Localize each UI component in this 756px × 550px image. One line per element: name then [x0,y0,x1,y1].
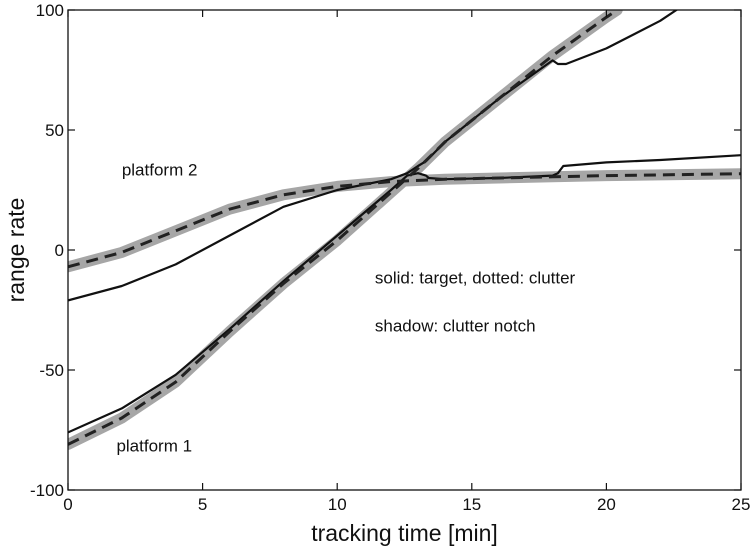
x-tick-label: 15 [462,495,481,514]
y-tick-label: -50 [39,361,64,380]
x-tick-label: 5 [198,495,207,514]
y-tick-label: 50 [45,121,64,140]
x-tick-label: 0 [63,495,72,514]
annotation-layer: platform 2 platform 1 solid: target, dotte… [116,161,575,456]
dashed-series-line-5 [68,172,741,269]
x-tick-label: 20 [597,495,616,514]
annotation-text: shadow: clutter notch [375,317,536,336]
shadow-series-line-0 [68,10,623,450]
solid-series-line-2 [68,154,741,434]
plot-frame [67,9,742,491]
annotation-text: solid: target, dotted: clutter [375,269,576,288]
solid-series-line-3 [68,10,678,302]
y-tick-label: 100 [36,1,64,20]
y-tick-label: 0 [55,241,64,260]
x-axis-label: tracking time [min] [311,520,498,546]
annotation-text: platform 1 [116,437,192,456]
x-tick-label: 25 [732,495,751,514]
series-layer [68,10,741,450]
y-tick-label: -100 [30,481,64,500]
dashed-series-line-4 [68,10,619,446]
tick-layer: 0 5 10 15 20 25 -100 -50 0 50 100 [30,1,750,514]
x-tick-label: 10 [328,495,347,514]
annotation-text: platform 2 [122,161,198,180]
y-axis-label: range rate [3,198,29,303]
